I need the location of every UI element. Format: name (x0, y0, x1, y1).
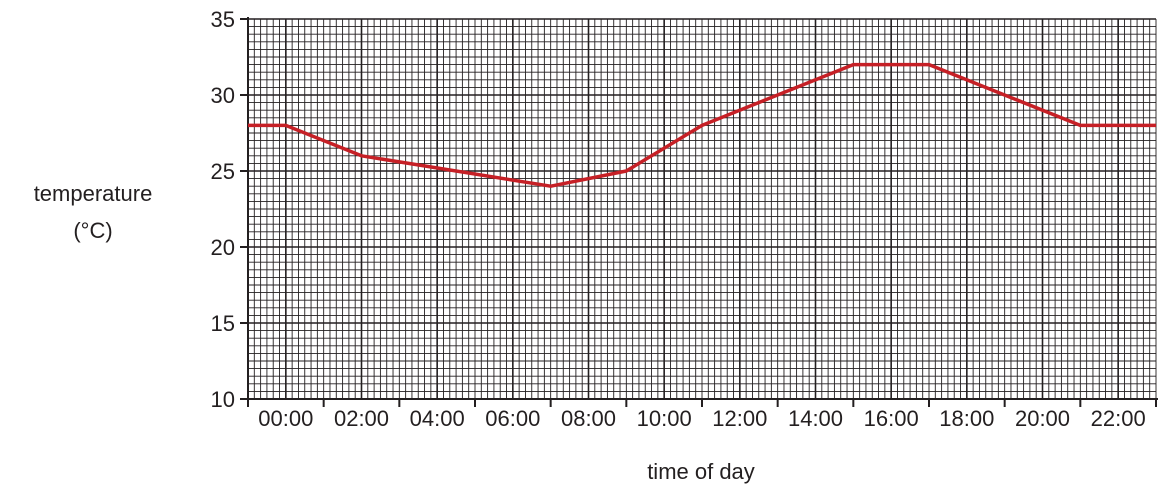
y-tick-labels: 10 15 20 25 30 35 (211, 7, 248, 412)
x-tick-label: 06:00 (485, 406, 540, 431)
x-tick-label: 00:00 (258, 406, 313, 431)
x-tick-labels: 00:00 02:00 04:00 06:00 08:00 10:00 12:00 14:00… (248, 399, 1156, 431)
y-tick-label: 20 (211, 235, 235, 260)
y-tick-label: 30 (211, 83, 235, 108)
x-tick-label: 04:00 (410, 406, 465, 431)
x-tick-label: 22:00 (1091, 406, 1146, 431)
x-tick-label: 02:00 (334, 406, 389, 431)
x-tick-label: 10:00 (637, 406, 692, 431)
y-axis-label: temperature (34, 181, 153, 206)
y-axis-unit: (°C) (73, 218, 112, 243)
y-tick-label: 25 (211, 159, 235, 184)
y-tick-label: 35 (211, 7, 235, 32)
x-tick-label: 18:00 (939, 406, 994, 431)
x-tick-label: 16:00 (864, 406, 919, 431)
x-tick-label: 20:00 (1015, 406, 1070, 431)
x-axis-label: time of day (647, 459, 755, 484)
x-tick-label: 08:00 (561, 406, 616, 431)
y-tick-label: 10 (211, 387, 235, 412)
x-tick-label: 14:00 (788, 406, 843, 431)
minor-grid (248, 19, 1156, 399)
y-tick-label: 15 (211, 311, 235, 336)
x-tick-label: 12:00 (712, 406, 767, 431)
